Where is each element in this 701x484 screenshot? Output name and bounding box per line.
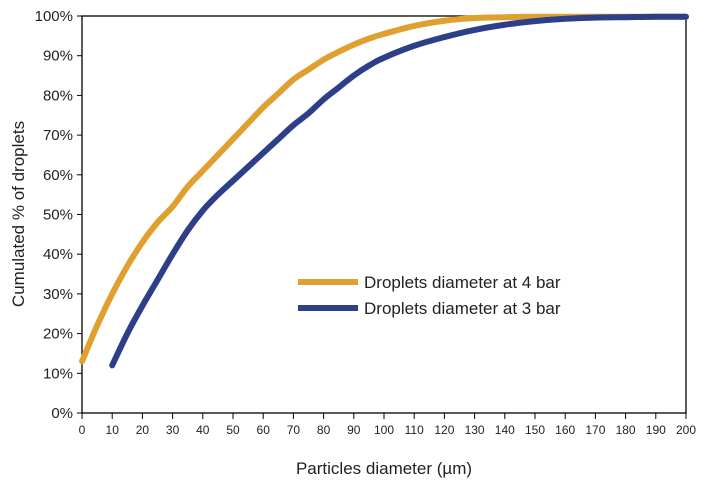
x-tick-label: 0 xyxy=(79,423,86,437)
series-line-3-bar xyxy=(109,13,689,369)
x-tick-label: 50 xyxy=(226,423,240,437)
legend-label-4-bar: Droplets diameter at 4 bar xyxy=(364,273,561,292)
y-tick-label: 90% xyxy=(43,48,73,65)
legend: Droplets diameter at 4 bar Droplets diam… xyxy=(298,273,561,318)
x-tick-label: 100 xyxy=(374,423,394,437)
y-tick-label: 80% xyxy=(43,87,73,104)
y-tick-label: 50% xyxy=(43,207,73,224)
x-tick-label: 70 xyxy=(287,423,301,437)
x-tick-label: 150 xyxy=(525,423,545,437)
x-tick-label: 20 xyxy=(136,423,150,437)
x-tick-label: 40 xyxy=(196,423,210,437)
y-axis-ticks: 0% 10% 20% 30% 40% 50% 60% 70% 80% 90% 100% xyxy=(35,8,82,422)
y-axis-title: Cumulated % of droplets xyxy=(9,121,28,307)
x-tick-label: 110 xyxy=(405,423,424,437)
x-tick-label: 200 xyxy=(676,423,696,437)
x-tick-label: 10 xyxy=(106,423,120,437)
x-tick-label: 80 xyxy=(317,423,331,437)
x-tick-label: 190 xyxy=(646,423,666,437)
x-tick-label: 30 xyxy=(166,423,180,437)
series-layer xyxy=(79,13,689,369)
plot-frame xyxy=(81,15,687,414)
x-tick-label: 180 xyxy=(616,423,636,437)
y-tick-label: 40% xyxy=(43,246,73,263)
x-axis-ticks: 0 10 20 30 40 50 60 70 80 90 100 110 120 130 140 150 160… xyxy=(79,413,696,437)
x-tick-label: 60 xyxy=(257,423,271,437)
y-tick-label: 30% xyxy=(43,286,73,303)
y-tick-label: 0% xyxy=(51,405,73,422)
series-line-4-bar xyxy=(79,13,689,365)
y-tick-label: 20% xyxy=(43,326,73,343)
x-tick-label: 90 xyxy=(347,423,361,437)
legend-label-3-bar: Droplets diameter at 3 bar xyxy=(364,299,561,318)
x-tick-label: 170 xyxy=(585,423,605,437)
x-tick-label: 120 xyxy=(434,423,454,437)
y-tick-label: 100% xyxy=(35,8,73,25)
x-tick-label: 160 xyxy=(555,423,575,437)
y-tick-label: 70% xyxy=(43,127,73,144)
y-tick-label: 10% xyxy=(43,365,73,382)
x-tick-label: 130 xyxy=(465,423,485,437)
y-tick-label: 60% xyxy=(43,167,73,184)
x-tick-label: 140 xyxy=(495,423,515,437)
x-axis-title: Particles diameter (µm) xyxy=(296,459,472,478)
